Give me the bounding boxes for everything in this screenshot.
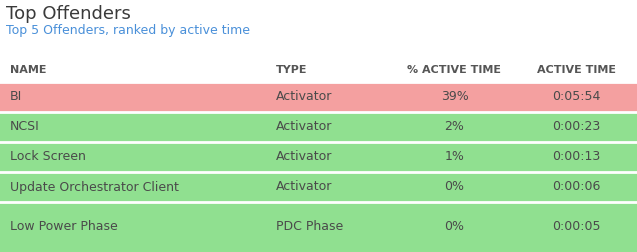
Text: ACTIVE TIME: ACTIVE TIME xyxy=(537,65,616,75)
Text: 39%: 39% xyxy=(441,90,468,104)
Text: 0:05:54: 0:05:54 xyxy=(552,90,601,104)
Text: % ACTIVE TIME: % ACTIVE TIME xyxy=(408,65,501,75)
Text: PDC Phase: PDC Phase xyxy=(276,220,343,234)
Text: TYPE: TYPE xyxy=(276,65,308,75)
Text: 0%: 0% xyxy=(445,180,464,194)
Text: NCSI: NCSI xyxy=(10,120,39,134)
Text: Top Offenders: Top Offenders xyxy=(6,5,131,23)
Text: Activator: Activator xyxy=(276,150,333,164)
Text: Activator: Activator xyxy=(276,120,333,134)
Text: Top 5 Offenders, ranked by active time: Top 5 Offenders, ranked by active time xyxy=(6,24,250,37)
Text: 0:00:13: 0:00:13 xyxy=(552,150,601,164)
Text: 1%: 1% xyxy=(445,150,464,164)
Text: 0:00:23: 0:00:23 xyxy=(552,120,601,134)
Text: 2%: 2% xyxy=(445,120,464,134)
Text: Activator: Activator xyxy=(276,180,333,194)
Text: Lock Screen: Lock Screen xyxy=(10,150,86,164)
Text: BI: BI xyxy=(10,90,22,104)
Text: 0:00:06: 0:00:06 xyxy=(552,180,601,194)
Text: Update Orchestrator Client: Update Orchestrator Client xyxy=(10,180,179,194)
Text: Low Power Phase: Low Power Phase xyxy=(10,220,118,234)
Text: 0:00:05: 0:00:05 xyxy=(552,220,601,234)
Text: 0%: 0% xyxy=(445,220,464,234)
Text: NAME: NAME xyxy=(10,65,47,75)
Text: Activator: Activator xyxy=(276,90,333,104)
